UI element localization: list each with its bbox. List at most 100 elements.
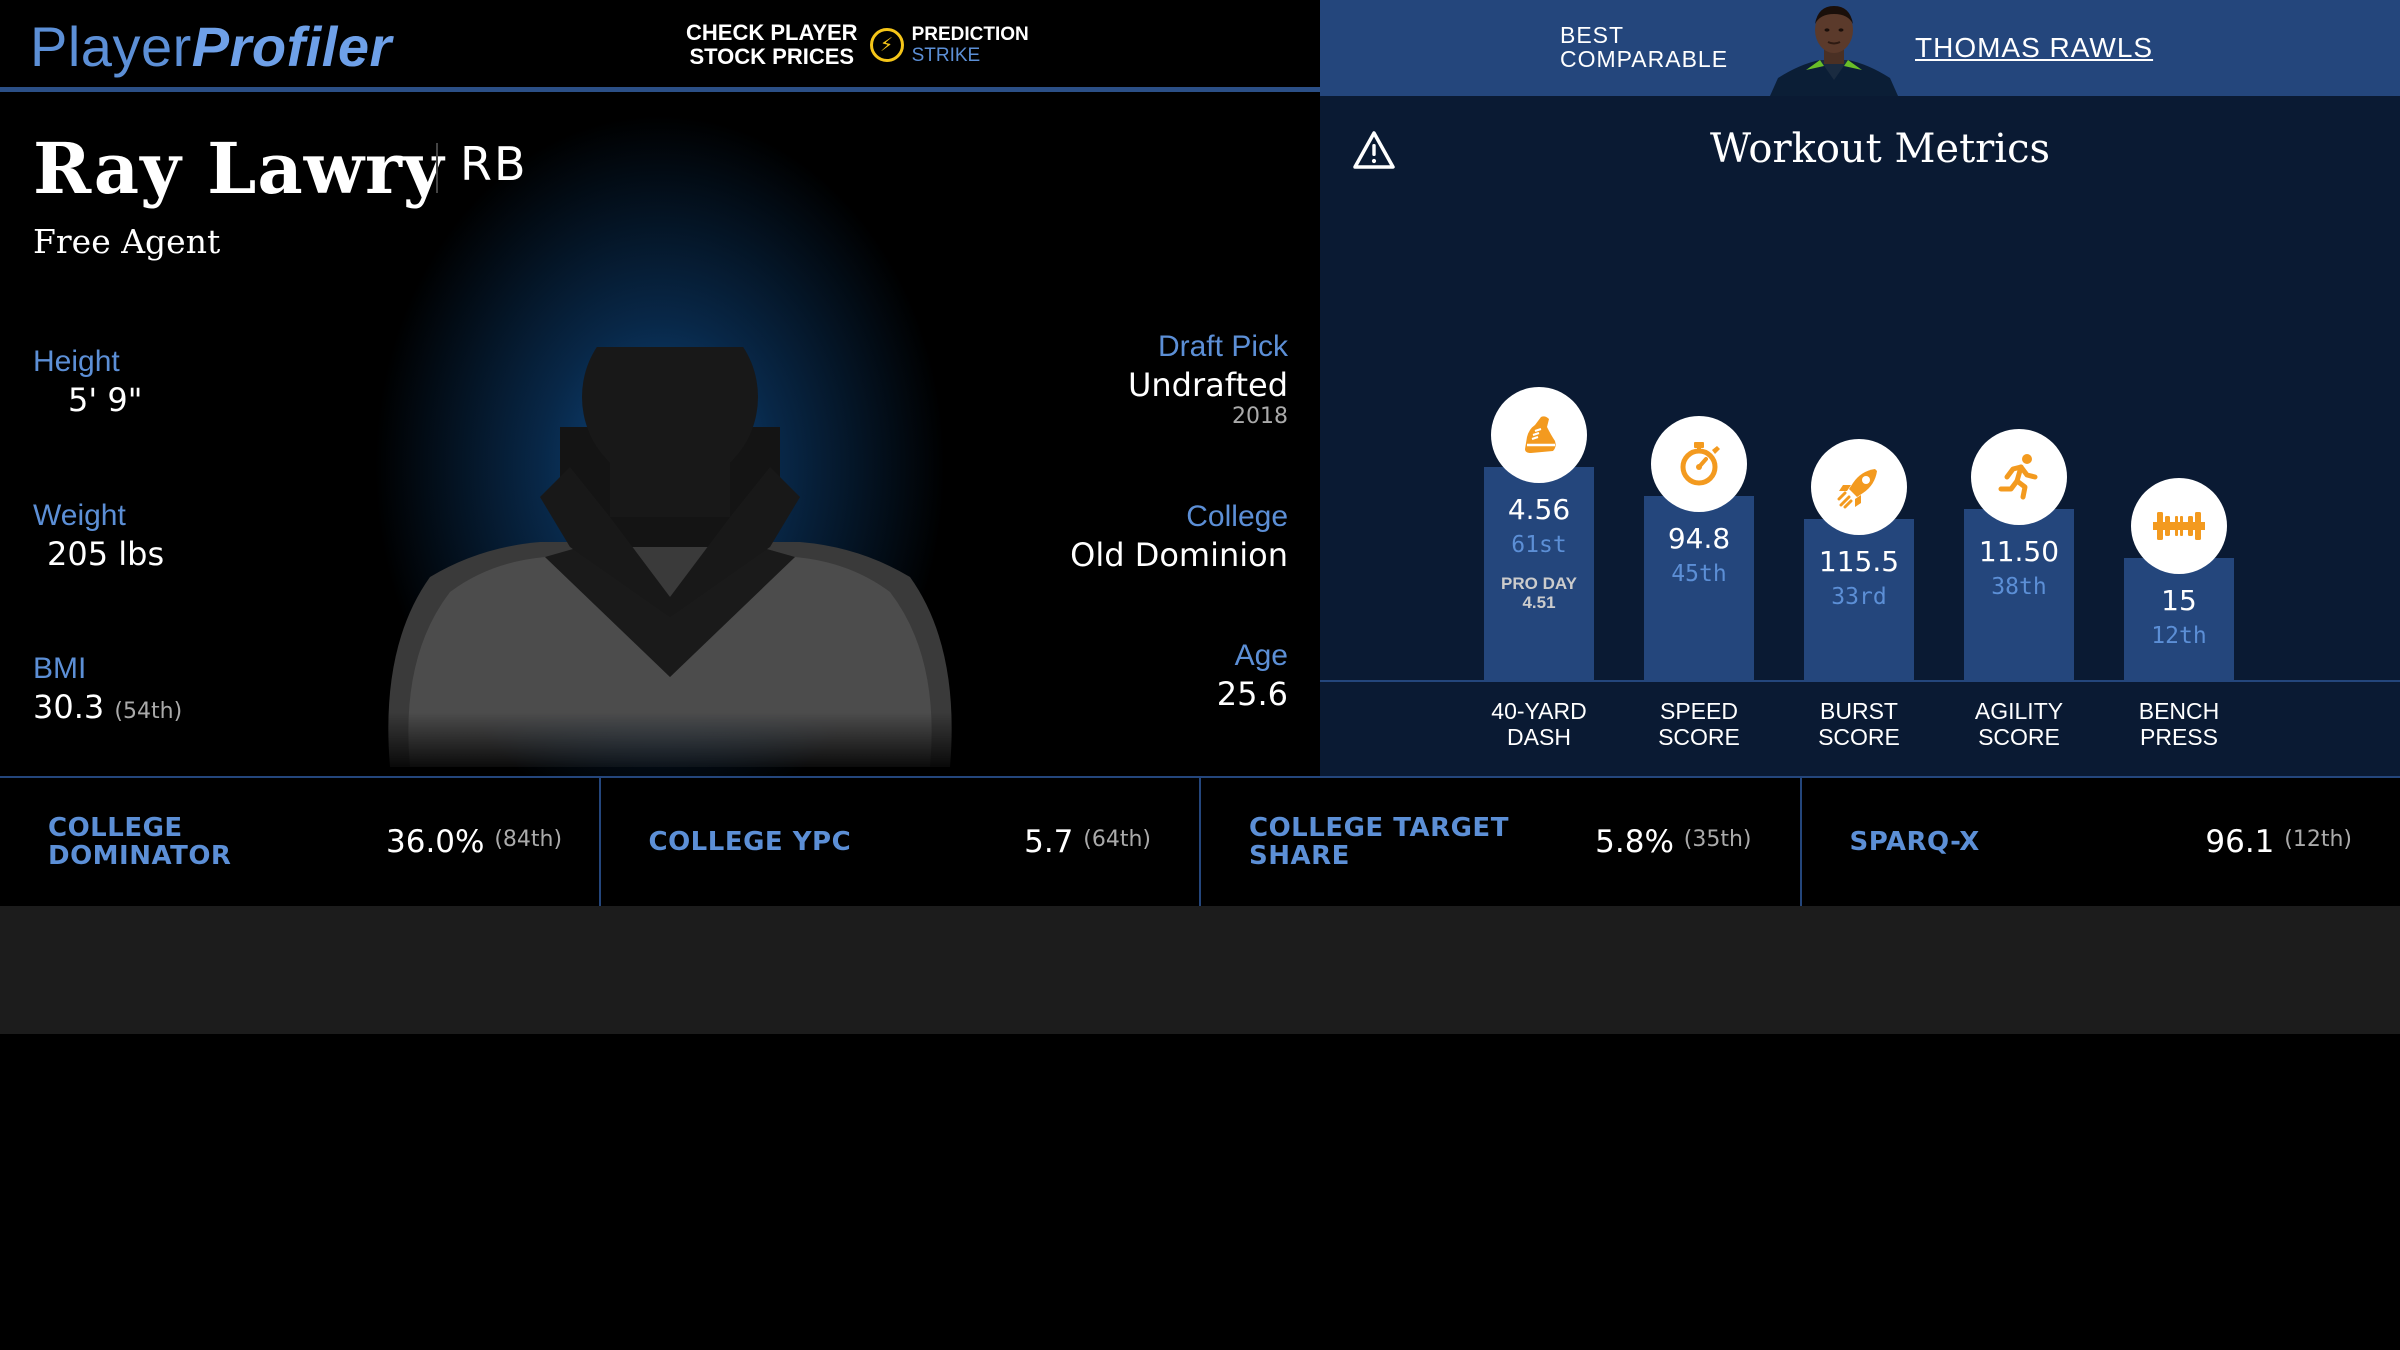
- draft-label: Draft Pick: [1157, 330, 1288, 363]
- site-logo[interactable]: PlayerProfiler: [30, 14, 392, 79]
- college-label: College: [1186, 500, 1288, 533]
- stat-college-ypc: COLLEGE YPC 5.7 (64th): [601, 778, 1201, 906]
- stat-value-row: 5.7 (64th): [1024, 824, 1151, 860]
- chart-baseline: [1320, 680, 2400, 682]
- metric-label-agility-score: AGILITY SCORE: [1939, 698, 2099, 750]
- lightning-bolt-icon: ⚡: [869, 28, 904, 62]
- bmi-value-row: 30.3 (54th): [33, 688, 182, 726]
- stat-value: 96.1: [2205, 824, 2275, 860]
- stat-value: 5.8%: [1595, 824, 1674, 860]
- logo-player-text: Player: [30, 15, 192, 78]
- weight-value: 205 lbs: [47, 535, 165, 573]
- running-person-icon: [1971, 429, 2067, 525]
- stat-rank: (35th): [1683, 827, 1752, 852]
- comparable-player-avatar: [1770, 4, 1898, 96]
- metric-percentile: 33rd: [1831, 584, 1887, 610]
- metric-value: 15: [2161, 584, 2197, 617]
- metric-percentile: 12th: [2151, 623, 2207, 649]
- workout-metrics-panel: Workout Metrics 4.56 61st PRO DAY 4.51: [1320, 96, 2400, 776]
- player-profile-panel: Ray Lawry RB Free Agent Height 5' 9" Wei…: [0, 97, 1320, 777]
- metric-label-line-2: SCORE: [1818, 724, 1900, 750]
- player-name: Ray Lawry: [33, 127, 445, 210]
- stat-label: COLLEGE DOMINATOR: [48, 813, 232, 871]
- stat-label: COLLEGE TARGET SHARE: [1249, 813, 1509, 871]
- stat-rank: (84th): [494, 827, 563, 852]
- age-stat: Age 25.6: [1217, 639, 1288, 713]
- stat-value-row: 5.8% (35th): [1595, 824, 1751, 860]
- metric-label-line-1: SPEED: [1660, 698, 1738, 724]
- age-label: Age: [1234, 639, 1288, 672]
- promo-text: CHECK PLAYER STOCK PRICES: [686, 21, 858, 69]
- metric-value: 115.5: [1818, 545, 1900, 578]
- best-comparable-line-1: BEST: [1560, 22, 1625, 48]
- college-stat: College Old Dominion: [1070, 500, 1288, 574]
- stopwatch-icon: [1651, 416, 1747, 512]
- weight-stat: Weight 205 lbs: [33, 499, 164, 573]
- metric-bar-burst-score: 115.5 33rd: [1804, 439, 1914, 680]
- metric-bar-speed-score: 94.8 45th: [1644, 416, 1754, 680]
- stat-label: SPARQ-X: [1849, 827, 1980, 857]
- stat-rank: (12th): [2284, 827, 2352, 852]
- metric-bar-agility-score: 11.50 38th: [1964, 429, 2074, 680]
- bmi-value: 30.3: [33, 688, 105, 726]
- stat-sparq-x: SPARQ-X 96.1 (12th): [1802, 778, 2400, 906]
- stat-value: 36.0%: [386, 824, 485, 860]
- metric-label-speed-score: SPEED SCORE: [1619, 698, 1779, 750]
- site-header: PlayerProfiler CHECK PLAYER STOCK PRICES…: [0, 0, 1320, 92]
- metric-percentile: 45th: [1671, 561, 1727, 587]
- metric-percentile: 38th: [1991, 574, 2047, 600]
- draft-year: 2018: [1232, 404, 1288, 429]
- rocket-icon: [1811, 439, 1907, 535]
- metric-bar-bench-press: 15 12th: [2124, 478, 2234, 680]
- player-team: Free Agent: [33, 222, 221, 261]
- metric-label-line-1: 40-YARD: [1491, 698, 1587, 724]
- stat-value-row: 96.1 (12th): [2205, 824, 2352, 860]
- stat-value-row: 36.0% (84th): [386, 824, 562, 860]
- name-position-divider: [436, 143, 438, 193]
- workout-metrics-title: Workout Metrics: [1709, 126, 2051, 172]
- prediction-strike-promo[interactable]: CHECK PLAYER STOCK PRICES ⚡ PREDICTION S…: [686, 15, 1029, 75]
- pro-day-value: 4.51: [1522, 593, 1556, 612]
- height-value: 5' 9": [68, 381, 143, 419]
- player-position: RB: [460, 137, 528, 191]
- metric-value: 11.50: [1978, 535, 2060, 568]
- metric-label-line-2: SCORE: [1658, 724, 1740, 750]
- bmi-stat: BMI 30.3 (54th): [33, 652, 182, 726]
- metric-value: 4.56: [1507, 493, 1571, 526]
- metric-percentile: 61st: [1511, 532, 1567, 558]
- metric-label-line-1: AGILITY: [1974, 698, 2064, 724]
- logo-profiler-text: Profiler: [191, 15, 392, 78]
- age-value: 25.6: [1216, 675, 1288, 713]
- bmi-rank: (54th): [114, 699, 183, 724]
- metric-label-line-1: BURST: [1820, 698, 1898, 724]
- warning-icon[interactable]: [1352, 130, 1396, 170]
- stat-rank: (64th): [1083, 827, 1151, 852]
- metric-label-bench-press: BENCH PRESS: [2099, 698, 2259, 750]
- pro-day-note: PRO DAY 4.51: [1484, 574, 1594, 612]
- promo-line-1: CHECK PLAYER: [686, 20, 858, 45]
- pro-day-label: PRO DAY: [1501, 574, 1577, 593]
- college-value: Old Dominion: [1070, 536, 1288, 574]
- player-silhouette-image: [388, 347, 952, 767]
- stat-label: COLLEGE YPC: [648, 827, 852, 857]
- barbell-icon: [2131, 478, 2227, 574]
- promo-brand: PREDICTION STRIKE: [912, 24, 1029, 66]
- height-label: Height: [33, 345, 120, 378]
- metric-label-40-yard-dash: 40-YARD DASH: [1459, 698, 1619, 750]
- metric-bar-40-yard-dash: 4.56 61st PRO DAY 4.51: [1484, 387, 1594, 680]
- comparable-player-name[interactable]: THOMAS RAWLS: [1915, 32, 2154, 63]
- metric-label-line-2: PRESS: [2140, 724, 2218, 750]
- footer-band: [0, 906, 2400, 1034]
- stat-college-target-share: COLLEGE TARGET SHARE 5.8% (35th): [1201, 778, 1802, 906]
- best-comparable-bar: BEST COMPARABLE THOMAS RAWLS: [1320, 0, 2400, 96]
- promo-brand-line-2: STRIKE: [911, 45, 981, 66]
- draft-value: Undrafted: [1127, 366, 1288, 404]
- promo-line-2: STOCK PRICES: [689, 44, 855, 69]
- running-shoe-icon: [1491, 387, 1587, 483]
- metric-label-line-2: SCORE: [1978, 724, 2060, 750]
- bmi-label: BMI: [33, 652, 87, 685]
- best-comparable-line-2: COMPARABLE: [1560, 46, 1729, 72]
- weight-label: Weight: [33, 499, 126, 532]
- stat-college-dominator: COLLEGE DOMINATOR 36.0% (84th): [0, 778, 601, 906]
- metric-label-burst-score: BURST SCORE: [1779, 698, 1939, 750]
